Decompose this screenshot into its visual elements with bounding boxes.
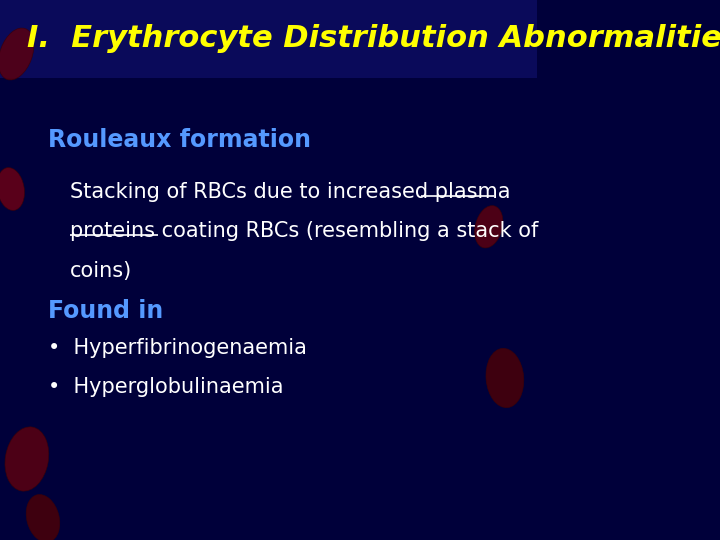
Text: Rouleaux formation: Rouleaux formation bbox=[48, 129, 311, 152]
Ellipse shape bbox=[486, 348, 523, 408]
Ellipse shape bbox=[0, 28, 34, 80]
Text: Stacking of RBCs due to increased plasma: Stacking of RBCs due to increased plasma bbox=[70, 181, 510, 202]
Ellipse shape bbox=[474, 206, 503, 248]
Text: •  Hyperfibrinogenaemia: • Hyperfibrinogenaemia bbox=[48, 338, 307, 359]
Text: I.  Erythrocyte Distribution Abnormalities: I. Erythrocyte Distribution Abnormalitie… bbox=[27, 24, 720, 53]
Ellipse shape bbox=[26, 495, 60, 540]
Ellipse shape bbox=[0, 167, 24, 211]
Bar bbox=[0, 0, 537, 78]
Text: coins): coins) bbox=[70, 260, 132, 281]
Text: plasma: plasma bbox=[70, 181, 145, 202]
Text: Found in: Found in bbox=[48, 299, 163, 322]
Text: •  Hyperglobulinaemia: • Hyperglobulinaemia bbox=[48, 377, 284, 397]
Ellipse shape bbox=[5, 427, 49, 491]
Text: proteins: proteins bbox=[70, 221, 161, 241]
Text: Stacking of RBCs due to increased: Stacking of RBCs due to increased bbox=[70, 181, 435, 202]
Text: proteins coating RBCs (resembling a stack of: proteins coating RBCs (resembling a stac… bbox=[70, 221, 538, 241]
